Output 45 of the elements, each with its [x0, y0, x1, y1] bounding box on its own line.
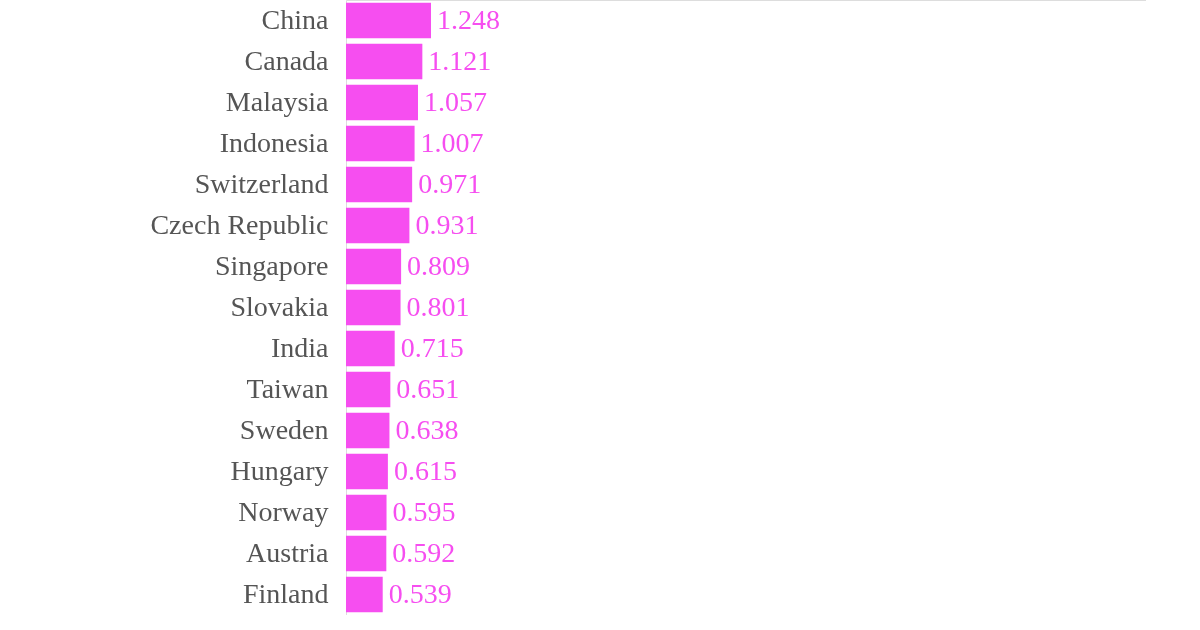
y-tick-label: Norway: [238, 495, 329, 527]
data-label: 1.121: [428, 44, 492, 76]
bar: [346, 248, 402, 285]
bar: [346, 84, 418, 121]
data-label: 1.248: [437, 3, 500, 35]
data-label: 0.615: [393, 454, 457, 486]
y-tick-label: Indonesia: [219, 126, 330, 158]
data-label: 0.801: [406, 290, 470, 322]
y-tick-label: Switzerland: [194, 167, 329, 199]
bar: [346, 371, 391, 408]
bar: [346, 43, 423, 80]
y-tick-label: Hungary: [230, 454, 329, 486]
y-tick-label: India: [270, 331, 330, 363]
y-tick-label: Canada: [244, 44, 330, 76]
data-label: 0.539: [388, 577, 452, 609]
data-label: 0.638: [395, 413, 459, 445]
bar: [346, 289, 401, 326]
data-label: 0.931: [415, 208, 479, 240]
y-tick-label: China: [261, 3, 330, 35]
data-label: 0.592: [392, 536, 456, 568]
data-label: 0.809: [407, 249, 471, 281]
bar: [346, 2, 431, 39]
bar: [346, 453, 388, 490]
bar: [346, 576, 383, 613]
y-tick-label: Singapore: [214, 249, 329, 281]
y-tick-label: Finland: [242, 577, 329, 609]
y-tick-label: Austria: [246, 536, 330, 568]
bar: [346, 166, 413, 203]
data-label: 0.651: [396, 372, 460, 404]
bar: [346, 125, 415, 162]
data-label: 0.971: [418, 167, 482, 199]
data-label: 0.595: [392, 495, 456, 527]
bar: [346, 412, 390, 449]
y-tick-label: Taiwan: [246, 372, 329, 404]
bar: [346, 535, 387, 572]
data-label: 1.007: [420, 126, 484, 158]
data-label: 0.715: [400, 331, 464, 363]
y-tick-label: Czech Republic: [150, 208, 329, 240]
bar: [346, 494, 387, 531]
y-tick-label: Slovakia: [230, 290, 330, 322]
data-label: 1.057: [423, 85, 487, 117]
y-tick-label: Malaysia: [225, 85, 330, 117]
bar: [346, 207, 410, 244]
bar: [346, 330, 395, 367]
y-tick-label: Sweden: [239, 413, 329, 445]
